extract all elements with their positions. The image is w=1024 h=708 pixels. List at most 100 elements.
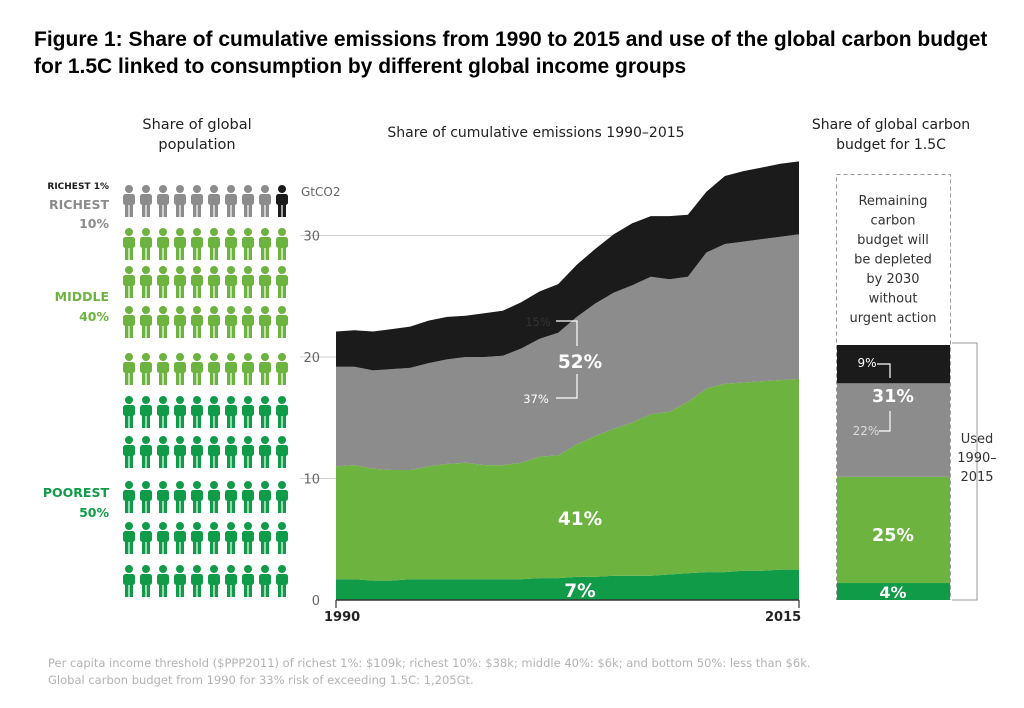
person-icon (157, 353, 169, 385)
person-icon (140, 353, 152, 385)
person-icon (259, 565, 271, 597)
person-icon (140, 228, 152, 260)
person-icon (123, 266, 135, 298)
person-icon (276, 185, 288, 217)
person-icon (242, 522, 254, 554)
person-icon (140, 396, 152, 428)
budget-segment-middle (837, 476, 950, 584)
poorest-label: POOREST (43, 485, 110, 500)
person-icon (157, 266, 169, 298)
x-tick-label-end: 2015 (765, 610, 801, 625)
person-icon (140, 481, 152, 513)
budget-label-richest1: 9% (857, 356, 876, 370)
person-icon (174, 436, 186, 468)
chart-areas (336, 161, 799, 600)
person-icon (191, 481, 203, 513)
used-bracket (952, 342, 978, 601)
budget-label-poorest: 4% (879, 583, 906, 602)
person-icon (225, 481, 237, 513)
poorest-pct: 50% (79, 505, 109, 520)
person-icon (191, 185, 203, 217)
person-icon (191, 306, 203, 338)
budget-bracket-bottom (879, 411, 891, 432)
person-icon (157, 396, 169, 428)
person-icon (208, 306, 220, 338)
area-series-0 (336, 569, 799, 600)
person-icon (174, 353, 186, 385)
used-budget-text: Used 1990– 2015 (957, 432, 997, 485)
area-series-1 (336, 378, 799, 581)
person-icon (174, 185, 186, 217)
person-icon (157, 185, 169, 217)
budget-heading-line1: Share of global carbon (812, 117, 970, 133)
person-icon (157, 228, 169, 260)
bracket-bottom-line (556, 374, 578, 399)
richest-1-label: RICHEST 1% (47, 182, 109, 192)
person-icon (259, 306, 271, 338)
person-icon (242, 266, 254, 298)
person-icon (276, 436, 288, 468)
y-tick-label-10: 10 (303, 473, 320, 488)
person-icon (259, 266, 271, 298)
person-icon (225, 266, 237, 298)
person-icon (225, 396, 237, 428)
budget-segment-richest1 (837, 345, 950, 384)
person-icon (208, 228, 220, 260)
person-icon (276, 306, 288, 338)
person-icon (123, 481, 135, 513)
person-icon (174, 306, 186, 338)
budget-label-middle: 25% (872, 526, 914, 546)
chart-annotations: 52% 15% 37% 41% 7% (523, 315, 602, 602)
remaining-line: urgent action (849, 311, 936, 326)
remaining-budget-text: Remaining carbon budget will be depleted by … (849, 194, 936, 326)
person-icon (140, 306, 152, 338)
person-icon (259, 353, 271, 385)
person-icon (276, 396, 288, 428)
remaining-line: Remaining (858, 194, 927, 209)
emissions-chart: Share of cumulative emissions 1990–2015 … (300, 125, 801, 625)
person-icon (276, 522, 288, 554)
person-icon (140, 185, 152, 217)
person-icon (259, 228, 271, 260)
budget-segment-richest10_excl1 (837, 383, 950, 477)
person-icon (174, 481, 186, 513)
person-icon (191, 266, 203, 298)
person-icon (242, 306, 254, 338)
middle-label: MIDDLE (55, 289, 109, 304)
person-icon (123, 228, 135, 260)
annotation-37pct: 37% (523, 392, 549, 406)
person-icon (276, 353, 288, 385)
person-icon (225, 436, 237, 468)
footnote-line2: Global carbon budget from 1990 for 33% r… (48, 673, 474, 687)
person-icon (208, 565, 220, 597)
chart-title: Share of cumulative emissions 1990–2015 (387, 125, 684, 141)
figure-title: Figure 1: Share of cumulative emissions … (34, 28, 988, 78)
chart-axes: 1990 2015 (324, 599, 801, 625)
person-icon (123, 306, 135, 338)
person-icon (174, 266, 186, 298)
person-icon (191, 436, 203, 468)
person-icon (208, 522, 220, 554)
person-icon (208, 481, 220, 513)
footnote-line1: Per capita income threshold ($PPP2011) o… (48, 656, 811, 670)
person-icon (242, 228, 254, 260)
budget-panel: Share of global carbon budget for 1.5C R… (812, 117, 997, 602)
bracket-top-line (556, 320, 578, 346)
person-icon (157, 306, 169, 338)
person-icon (140, 266, 152, 298)
used-line: 2015 (960, 470, 993, 485)
person-icon (157, 565, 169, 597)
person-icon (123, 565, 135, 597)
budget-heading-line2: budget for 1.5C (836, 137, 946, 153)
remaining-line: by 2030 (866, 272, 919, 287)
person-icon (259, 396, 271, 428)
person-icon (276, 565, 288, 597)
middle-pct: 40% (79, 309, 109, 324)
person-icon (174, 565, 186, 597)
y-tick-label-30: 30 (303, 230, 320, 245)
area-series-2 (336, 234, 799, 470)
budget-label-richest10-total: 31% (872, 387, 914, 407)
remaining-line: budget will (857, 233, 929, 248)
person-icon (276, 228, 288, 260)
